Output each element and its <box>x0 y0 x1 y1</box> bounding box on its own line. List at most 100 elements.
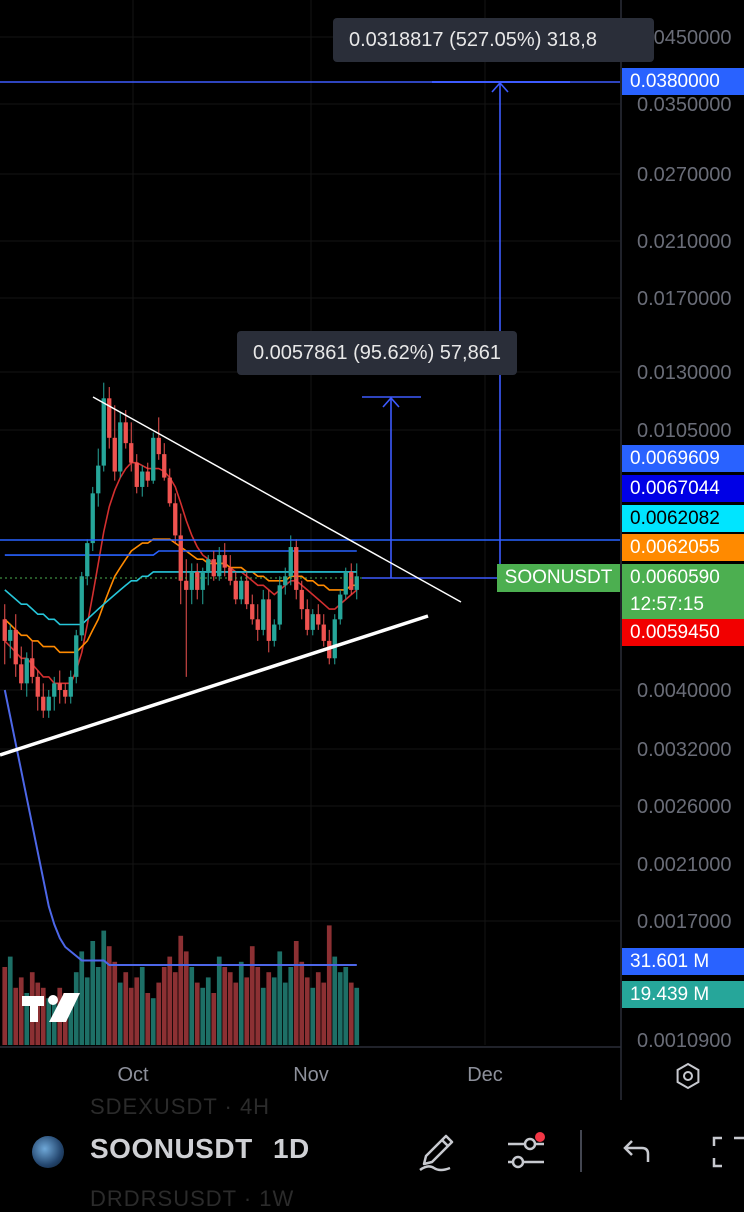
candle <box>8 624 13 659</box>
fullscreen-icon[interactable] <box>710 1134 744 1170</box>
candle <box>233 571 238 605</box>
volume-bar <box>178 935 184 1045</box>
time-axis: Oct Nov Dec <box>117 1064 502 1086</box>
candle <box>151 432 156 484</box>
volume-ma-line <box>3 689 357 966</box>
candle-body <box>19 664 24 684</box>
candle-body <box>41 696 46 711</box>
settings-hex-icon[interactable] <box>676 1062 700 1090</box>
candle <box>310 609 315 636</box>
volume-bar <box>128 987 134 1045</box>
volume-bar <box>161 967 167 1045</box>
resistance-trendline <box>92 396 462 603</box>
price-tick-label: 0.0210000 <box>637 231 732 253</box>
price-tick-label: 0.0170000 <box>637 288 732 310</box>
volume-bar <box>2 967 8 1045</box>
candle <box>332 614 337 665</box>
candle-body <box>24 658 29 684</box>
candle-body <box>211 559 216 577</box>
candle-body <box>30 658 35 677</box>
volume-bar <box>244 977 250 1045</box>
candle-body <box>96 465 101 494</box>
candle-body <box>228 567 233 581</box>
candle <box>189 563 194 605</box>
candle-body <box>338 594 343 620</box>
volume-bar <box>200 987 206 1045</box>
volume-bar <box>233 982 239 1045</box>
measure-box-small: 0.0057861 (95.62%) 57,861 <box>237 331 517 375</box>
symbol-avatar[interactable] <box>32 1136 64 1168</box>
candle-body <box>349 571 354 590</box>
symbol-title[interactable]: SOONUSDT 1D <box>90 1133 310 1165</box>
volume-bar <box>90 941 96 1045</box>
volume-bar <box>134 977 140 1045</box>
candle-body <box>354 576 359 590</box>
candle-body <box>195 571 200 590</box>
volume-bar <box>106 946 112 1045</box>
volume-bar <box>255 967 261 1045</box>
volume-bar <box>238 961 244 1045</box>
candle-body <box>310 614 315 630</box>
candle-body <box>145 471 150 481</box>
ghost-symbol-above: SDEXUSDT · 4H <box>90 1094 271 1119</box>
candle <box>2 604 7 665</box>
candle <box>79 571 84 641</box>
candle <box>354 563 359 600</box>
candle <box>13 614 18 677</box>
price-tag: 12:57:15 <box>622 591 744 619</box>
volume-bar <box>156 982 162 1045</box>
candle <box>294 539 299 600</box>
price-tick-label: 0.0021000 <box>637 854 732 876</box>
candle-body <box>173 503 178 536</box>
candle-body <box>162 454 167 478</box>
candle <box>156 417 161 460</box>
candle <box>217 547 222 581</box>
price-tag: 0.0062055 <box>622 534 744 561</box>
price-tick-label: 0.0040000 <box>637 680 732 702</box>
candle-body <box>206 559 211 572</box>
volume-bar <box>79 951 85 1045</box>
candle-body <box>200 571 205 590</box>
price-chart[interactable]: 0.0450000 0.0350000 0.0270000 0.0210000 0.01… <box>0 0 744 1100</box>
volume-bar <box>288 967 294 1045</box>
candle <box>101 382 106 472</box>
volume-bar <box>222 967 228 1045</box>
candle <box>57 670 62 704</box>
volume-bar <box>167 956 173 1045</box>
candle <box>200 567 205 605</box>
volume-bar <box>343 967 349 1045</box>
volume-bar <box>348 982 354 1045</box>
undo-icon[interactable] <box>618 1132 658 1172</box>
indicators-icon[interactable] <box>502 1128 552 1174</box>
volume-bar <box>172 972 178 1045</box>
candle <box>343 567 348 600</box>
volume-bar <box>112 961 118 1045</box>
candle <box>140 465 145 497</box>
candle-body <box>57 683 62 690</box>
candle <box>118 412 123 478</box>
candle <box>239 576 244 605</box>
candle-body <box>13 629 18 665</box>
volume-bar <box>315 972 321 1045</box>
pencil-icon[interactable] <box>414 1128 460 1174</box>
candle <box>24 652 29 697</box>
candle-body <box>250 604 255 620</box>
candle <box>41 683 46 718</box>
candle <box>129 422 134 472</box>
price-tick-label: 0.0270000 <box>637 164 732 186</box>
candle-body <box>118 422 123 472</box>
candle <box>250 594 255 625</box>
candle <box>211 551 216 581</box>
candle-body <box>239 580 244 600</box>
series-label: SOONUSDT <box>497 564 620 592</box>
time-tick-label: Dec <box>467 1064 503 1086</box>
candle <box>338 589 343 625</box>
ghost-symbol-below: DRDRSUSDT · 1W <box>90 1186 295 1211</box>
candle <box>206 555 211 586</box>
candle <box>107 387 112 449</box>
volume-bar <box>282 982 288 1045</box>
volume-bar <box>332 956 338 1045</box>
candle <box>74 629 79 684</box>
price-tick-label: 0.0026000 <box>637 796 732 818</box>
candle <box>184 559 189 677</box>
